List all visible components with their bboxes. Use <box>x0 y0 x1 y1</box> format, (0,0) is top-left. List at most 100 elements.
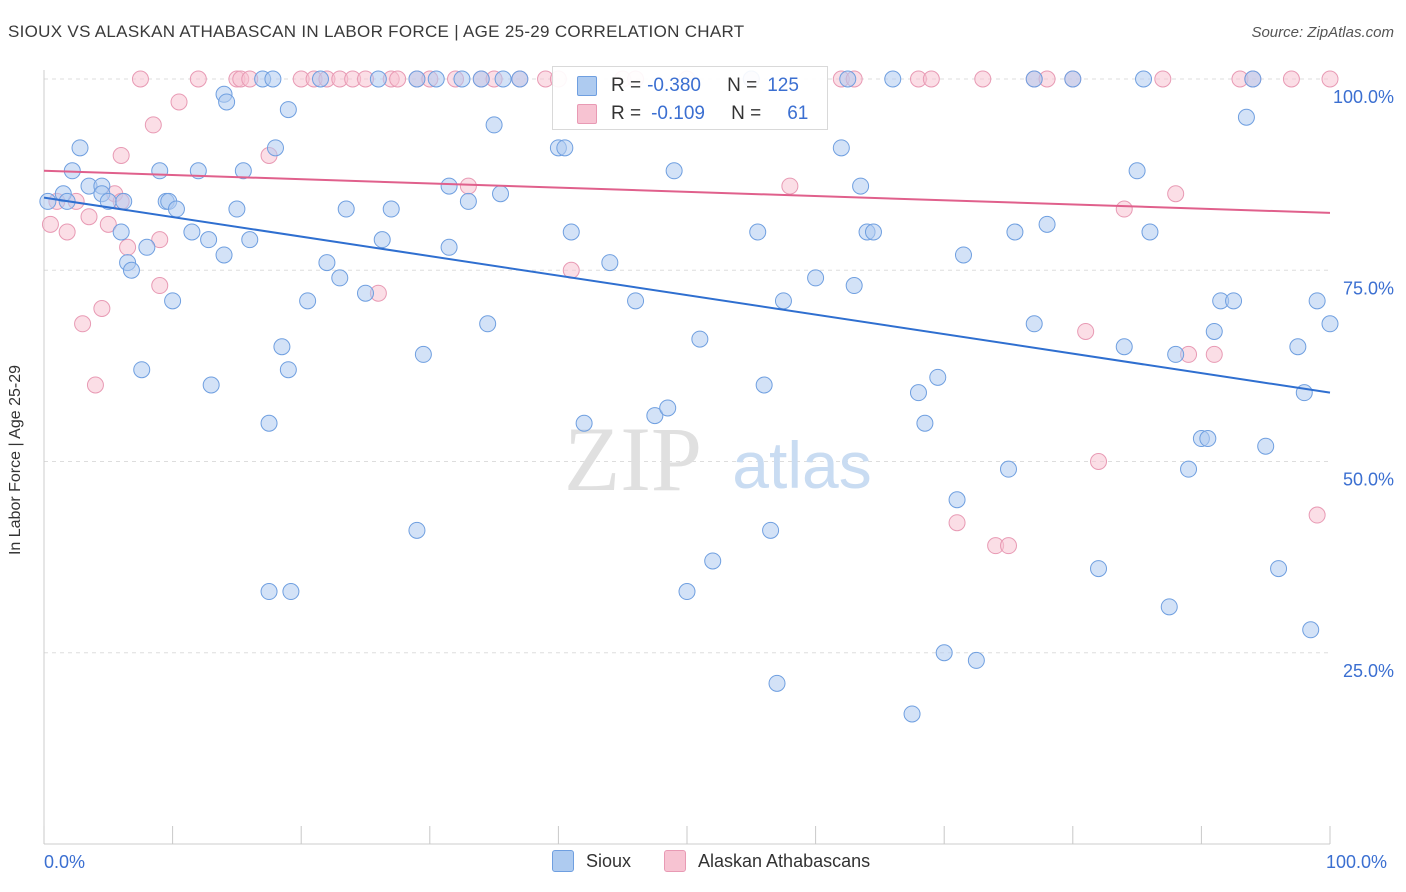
alaskan-point <box>1205 345 1223 363</box>
sioux-legend-label: Sioux <box>586 850 632 871</box>
sioux-point <box>575 414 593 432</box>
y-tick-labels: 25.0% 50.0% 75.0% 100.0% <box>1333 87 1394 681</box>
alaskan-trend-line <box>43 169 1331 214</box>
sioux-point <box>1205 322 1223 340</box>
sioux-point <box>357 284 374 302</box>
alaskan-point <box>93 300 111 317</box>
sioux-point <box>282 583 300 601</box>
sioux-point <box>241 231 259 249</box>
sioux-point <box>112 223 130 241</box>
sioux-point <box>1180 460 1198 478</box>
correlation-legend: R = -0.380 N = 125 R = -0.109 N = 61 <box>552 66 828 130</box>
sioux-point <box>1160 598 1178 616</box>
alaskan-point <box>1154 70 1172 88</box>
sioux-point <box>1006 223 1024 241</box>
alaskan-point <box>41 215 59 233</box>
sioux-point <box>440 177 458 195</box>
sioux-point <box>1237 108 1255 126</box>
sioux-point <box>935 644 953 662</box>
sioux-point <box>562 223 580 241</box>
alaskan-point <box>389 70 407 88</box>
alaskan-n-value: 61 <box>787 103 809 124</box>
alaskan-r-value: -0.109 <box>651 103 705 124</box>
sioux-point <box>200 231 218 249</box>
sioux-trend-line <box>43 196 1331 394</box>
chart-title: SIOUX VS ALASKAN ATHABASCAN IN LABOR FOR… <box>8 22 745 41</box>
sioux-point <box>1199 430 1217 448</box>
sioux-point <box>556 139 574 157</box>
legend-row-alaskan: R = -0.109 N = 61 <box>553 100 808 128</box>
sioux-swatch <box>577 76 597 96</box>
alaskan-point <box>170 93 188 111</box>
sioux-point <box>122 261 140 279</box>
sioux-point <box>1289 338 1307 356</box>
sioux-point <box>704 552 722 570</box>
alaskan-point <box>1000 537 1017 555</box>
sioux-point <box>1025 315 1043 333</box>
sioux-point <box>453 70 471 88</box>
x-tick-max: 100.0% <box>1326 852 1388 872</box>
sioux-point <box>215 246 233 264</box>
sioux-point <box>909 384 927 402</box>
sioux-point <box>279 101 297 119</box>
sioux-point <box>260 583 278 601</box>
sioux-point <box>1135 70 1153 88</box>
legend-item-alaskan[interactable]: Alaskan Athabascans <box>664 850 870 872</box>
sioux-point <box>1167 345 1185 363</box>
sioux-point <box>691 330 709 348</box>
alaskan-point <box>1115 200 1133 218</box>
alaskan-point <box>1167 185 1185 203</box>
sioux-point <box>408 521 426 539</box>
legend-row-sioux: R = -0.380 N = 125 <box>553 72 799 100</box>
alaskan-point <box>459 177 477 195</box>
sioux-point <box>601 254 619 272</box>
sioux-point <box>774 292 792 310</box>
sioux-n-label: N = <box>727 75 758 96</box>
trend-lines <box>43 169 1331 394</box>
sioux-point <box>1244 70 1262 88</box>
alaskan-point <box>974 70 992 88</box>
sioux-points <box>39 70 1339 723</box>
sioux-legend-swatch <box>552 850 574 872</box>
sioux-r-label: R = <box>611 75 642 96</box>
sioux-point <box>459 192 477 210</box>
alaskan-point <box>1282 70 1300 88</box>
sioux-point <box>151 162 169 180</box>
sioux-point <box>264 70 282 88</box>
sioux-point <box>1128 162 1146 180</box>
sioux-point <box>218 93 236 111</box>
sioux-point <box>414 345 432 363</box>
sioux-point <box>337 200 355 218</box>
sioux-point <box>273 338 291 356</box>
sioux-r-value: -0.380 <box>647 75 701 96</box>
sioux-point <box>1257 437 1275 455</box>
sioux-point <box>115 192 133 210</box>
legend-item-sioux[interactable]: Sioux <box>552 850 631 872</box>
sioux-point <box>369 70 387 88</box>
sioux-point <box>138 238 156 256</box>
alaskan-point <box>86 376 104 394</box>
alaskan-point <box>119 238 137 256</box>
alaskan-r-label: R = <box>611 103 642 124</box>
alaskan-point <box>1077 322 1095 340</box>
sioux-point <box>1064 70 1082 88</box>
sioux-point <box>318 254 336 272</box>
sioux-point <box>665 162 683 180</box>
sioux-point <box>627 292 645 310</box>
alaskan-legend-label: Alaskan Athabascans <box>698 850 871 871</box>
sioux-point <box>202 376 220 394</box>
sioux-point <box>1090 560 1108 578</box>
sioux-point <box>279 361 297 379</box>
sioux-point <box>183 223 201 241</box>
sioux-point <box>299 292 317 310</box>
source-label: Source: ZipAtlas.com <box>1251 24 1394 41</box>
sioux-point <box>1025 70 1043 88</box>
y-tick-label: 25.0% <box>1343 661 1394 681</box>
sioux-point <box>234 162 252 180</box>
sioux-point <box>839 70 857 88</box>
sioux-n-value: 125 <box>767 75 799 96</box>
alaskan-point <box>131 70 149 88</box>
alaskan-point <box>1308 506 1326 524</box>
series-legend: Sioux Alaskan Athabascans <box>0 850 1406 878</box>
sioux-point <box>929 368 947 386</box>
